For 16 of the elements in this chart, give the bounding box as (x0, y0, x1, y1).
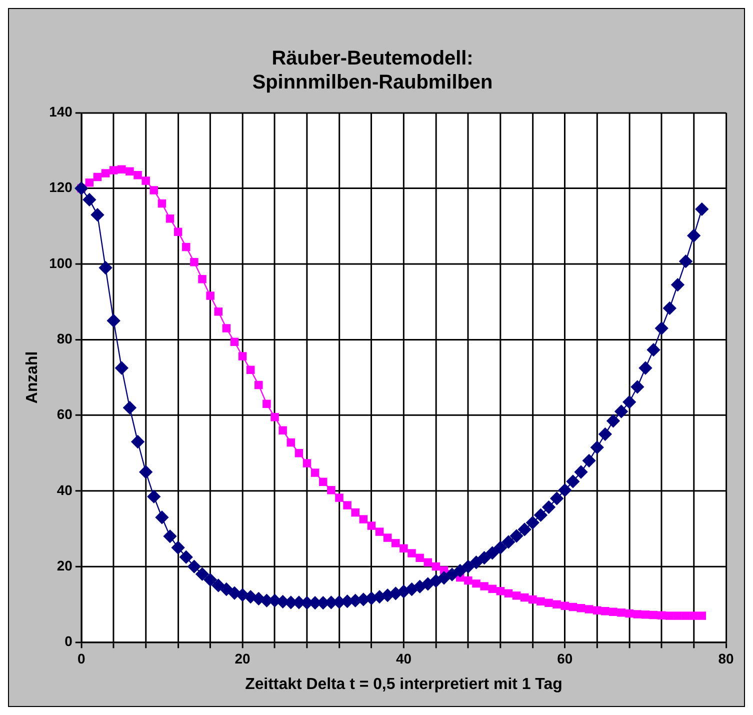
y-tick-label: 20 (56, 557, 73, 574)
x-tick-label: 0 (77, 650, 86, 666)
x-tick-label: 80 (718, 650, 734, 666)
chart-title: Räuber-Beutemodell: Spinnmilben-Raubmilben (252, 47, 493, 94)
x-tick-label: 60 (557, 650, 573, 666)
x-tick-label: 20 (234, 650, 251, 666)
y-tick-label: 100 (49, 254, 73, 271)
y-tick-label: 140 (49, 104, 73, 120)
y-tick-label: 0 (64, 633, 73, 650)
y-tick-label: 60 (56, 406, 73, 422)
y-tick-label: 40 (56, 482, 73, 498)
y-axis-title: Anzahl (24, 351, 41, 404)
x-tick-label: 40 (396, 650, 412, 666)
y-tick-label: 120 (49, 179, 73, 196)
y-tick-label: 80 (56, 330, 73, 346)
x-axis-title: Zeittakt Delta t = 0,5 interpretiert mit 1 Tag (245, 676, 562, 693)
